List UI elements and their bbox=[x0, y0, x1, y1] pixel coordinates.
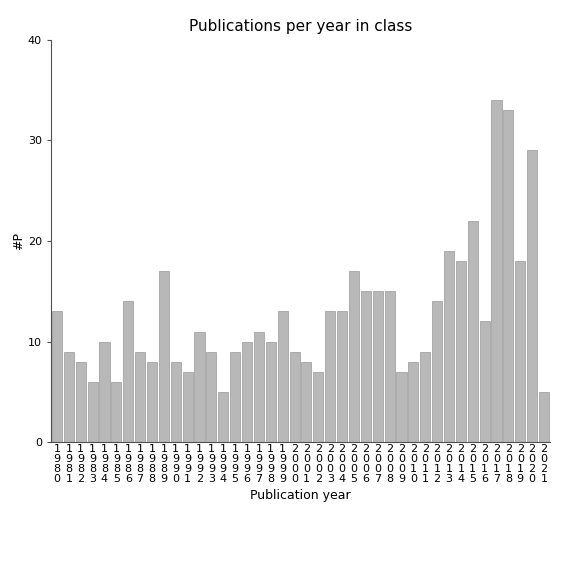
Bar bbox=[242, 341, 252, 442]
Bar bbox=[194, 332, 205, 442]
Bar bbox=[230, 352, 240, 442]
Bar bbox=[218, 392, 229, 442]
Bar bbox=[396, 372, 407, 442]
Bar bbox=[278, 311, 287, 442]
Bar bbox=[52, 311, 62, 442]
Bar bbox=[349, 271, 359, 442]
Y-axis label: #P: #P bbox=[12, 232, 25, 250]
Bar bbox=[492, 100, 502, 442]
Bar bbox=[147, 362, 157, 442]
Bar bbox=[373, 291, 383, 442]
Bar bbox=[480, 321, 490, 442]
Bar bbox=[171, 362, 181, 442]
Bar bbox=[87, 382, 98, 442]
Bar bbox=[503, 110, 514, 442]
Bar bbox=[314, 372, 323, 442]
Bar bbox=[468, 221, 478, 442]
Bar bbox=[444, 251, 454, 442]
Bar bbox=[325, 311, 335, 442]
Bar bbox=[206, 352, 217, 442]
Bar bbox=[432, 302, 442, 442]
Bar bbox=[111, 382, 121, 442]
Bar bbox=[183, 372, 193, 442]
Title: Publications per year in class: Publications per year in class bbox=[189, 19, 412, 35]
Bar bbox=[135, 352, 145, 442]
Bar bbox=[361, 291, 371, 442]
Bar bbox=[456, 261, 466, 442]
Bar bbox=[159, 271, 169, 442]
Bar bbox=[384, 291, 395, 442]
Bar bbox=[254, 332, 264, 442]
X-axis label: Publication year: Publication year bbox=[250, 489, 351, 502]
Bar bbox=[302, 362, 311, 442]
Bar bbox=[420, 352, 430, 442]
Bar bbox=[266, 341, 276, 442]
Bar bbox=[408, 362, 418, 442]
Bar bbox=[527, 150, 537, 442]
Bar bbox=[64, 352, 74, 442]
Bar bbox=[123, 302, 133, 442]
Bar bbox=[75, 362, 86, 442]
Bar bbox=[290, 352, 299, 442]
Bar bbox=[515, 261, 526, 442]
Bar bbox=[539, 392, 549, 442]
Bar bbox=[99, 341, 109, 442]
Bar bbox=[337, 311, 347, 442]
